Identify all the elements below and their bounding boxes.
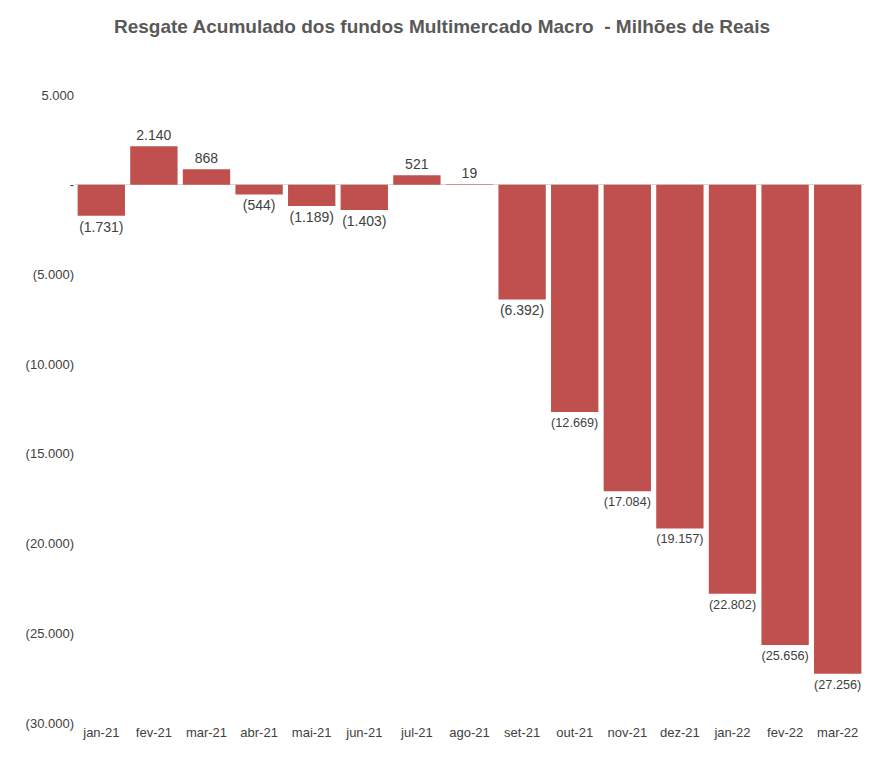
svg-text:mar-21: mar-21: [186, 725, 227, 740]
svg-text:(1.403): (1.403): [342, 213, 386, 229]
svg-text:19: 19: [462, 165, 478, 181]
svg-text:abr-21: abr-21: [240, 725, 278, 740]
svg-text:(27.256): (27.256): [814, 678, 861, 692]
svg-text:(12.669): (12.669): [551, 416, 598, 430]
svg-text:jul-21: jul-21: [400, 725, 433, 740]
svg-text:868: 868: [195, 150, 219, 166]
svg-text:(5.000): (5.000): [33, 267, 74, 282]
svg-text:jan-22: jan-22: [713, 725, 750, 740]
svg-text:(6.392): (6.392): [500, 302, 544, 318]
svg-text:mai-21: mai-21: [292, 725, 332, 740]
svg-text:(10.000): (10.000): [26, 357, 74, 372]
svg-text:(30.000): (30.000): [26, 716, 74, 731]
svg-text:nov-21: nov-21: [607, 725, 647, 740]
svg-text:(20.000): (20.000): [26, 536, 74, 551]
svg-text:(19.157): (19.157): [656, 532, 703, 546]
svg-text:(544): (544): [243, 197, 276, 213]
svg-text:ago-21: ago-21: [449, 725, 489, 740]
svg-text:-: -: [70, 177, 74, 192]
svg-text:jun-21: jun-21: [345, 725, 382, 740]
svg-text:(17.084): (17.084): [604, 495, 651, 509]
svg-text:(25.656): (25.656): [761, 649, 808, 663]
svg-text:fev-21: fev-21: [136, 725, 172, 740]
svg-text:(1.189): (1.189): [290, 209, 334, 225]
svg-text:521: 521: [405, 156, 429, 172]
svg-text:Resgate Acumulado dos fundos M: Resgate Acumulado dos fundos Multimercad…: [114, 16, 770, 37]
svg-text:(1.731): (1.731): [79, 219, 123, 235]
svg-text:dez-21: dez-21: [660, 725, 700, 740]
svg-text:(15.000): (15.000): [26, 446, 74, 461]
svg-text:set-21: set-21: [504, 725, 540, 740]
svg-text:(25.000): (25.000): [26, 626, 74, 641]
svg-text:2.140: 2.140: [136, 127, 171, 143]
svg-text:jan-21: jan-21: [82, 725, 119, 740]
svg-text:fev-22: fev-22: [767, 725, 803, 740]
svg-text:out-21: out-21: [556, 725, 593, 740]
svg-text:mar-22: mar-22: [817, 725, 858, 740]
svg-text:(22.802): (22.802): [709, 598, 756, 612]
svg-text:5.000: 5.000: [41, 88, 74, 103]
